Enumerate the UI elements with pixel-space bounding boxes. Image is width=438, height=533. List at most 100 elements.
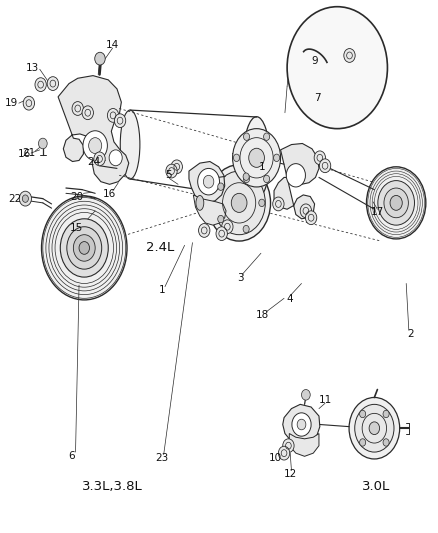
Text: 12: 12 [283, 470, 296, 479]
Circle shape [354, 405, 393, 452]
Circle shape [243, 225, 249, 233]
Text: 20: 20 [70, 191, 83, 201]
Circle shape [383, 188, 407, 217]
Ellipse shape [195, 196, 203, 211]
Polygon shape [193, 195, 226, 225]
Circle shape [263, 133, 269, 140]
Circle shape [114, 114, 125, 127]
Circle shape [248, 148, 264, 167]
Circle shape [233, 154, 239, 161]
Text: 5: 5 [164, 171, 171, 180]
Circle shape [368, 422, 379, 434]
Text: 6: 6 [69, 451, 75, 462]
Circle shape [291, 413, 311, 436]
Circle shape [60, 219, 108, 277]
Circle shape [359, 410, 365, 418]
Polygon shape [273, 143, 318, 219]
Circle shape [94, 152, 105, 166]
Circle shape [278, 446, 289, 460]
Circle shape [382, 439, 388, 446]
Circle shape [377, 181, 413, 225]
Circle shape [82, 106, 93, 119]
Polygon shape [289, 433, 318, 456]
Circle shape [197, 168, 219, 195]
Circle shape [95, 52, 105, 65]
Circle shape [67, 227, 102, 269]
Circle shape [243, 175, 249, 183]
Circle shape [301, 390, 310, 400]
Circle shape [215, 227, 227, 240]
Circle shape [348, 398, 399, 459]
Text: 3: 3 [237, 273, 243, 283]
Text: 2: 2 [406, 329, 413, 340]
Circle shape [366, 167, 425, 239]
Circle shape [282, 439, 293, 453]
Circle shape [314, 151, 325, 165]
Circle shape [171, 160, 182, 174]
Text: 16: 16 [103, 189, 116, 199]
Polygon shape [58, 76, 128, 184]
Text: 22: 22 [9, 193, 22, 204]
Text: 3.0L: 3.0L [362, 480, 390, 493]
Circle shape [198, 223, 209, 237]
Text: 21: 21 [22, 148, 35, 158]
Circle shape [23, 96, 35, 110]
Circle shape [319, 159, 330, 173]
Circle shape [203, 175, 213, 188]
Circle shape [243, 173, 249, 180]
Text: 2.4L: 2.4L [146, 241, 174, 254]
Ellipse shape [243, 117, 269, 199]
Text: 1: 1 [258, 162, 265, 172]
Circle shape [19, 191, 32, 206]
Circle shape [273, 154, 279, 161]
Text: 15: 15 [70, 223, 83, 233]
Circle shape [243, 133, 249, 140]
Text: 13: 13 [26, 63, 39, 72]
Circle shape [297, 419, 305, 430]
Circle shape [39, 138, 47, 149]
Text: 17: 17 [370, 207, 383, 217]
Circle shape [72, 102, 83, 115]
Circle shape [263, 175, 269, 183]
Ellipse shape [120, 110, 140, 179]
Polygon shape [282, 405, 319, 446]
Circle shape [79, 241, 89, 254]
Circle shape [359, 439, 365, 446]
Text: 24: 24 [87, 157, 100, 166]
Circle shape [22, 195, 28, 203]
Text: 16: 16 [18, 149, 31, 159]
Circle shape [272, 197, 283, 211]
Circle shape [221, 220, 233, 233]
Circle shape [73, 235, 95, 261]
Circle shape [300, 204, 311, 217]
Text: 19: 19 [4, 98, 18, 108]
Text: 14: 14 [106, 40, 119, 50]
Polygon shape [188, 161, 224, 203]
Text: 10: 10 [268, 454, 281, 463]
Circle shape [231, 193, 247, 213]
Circle shape [232, 128, 280, 187]
Circle shape [389, 196, 401, 211]
Text: 9: 9 [311, 56, 317, 66]
Circle shape [166, 164, 177, 178]
Circle shape [217, 183, 223, 190]
Circle shape [286, 7, 387, 128]
Text: 4: 4 [286, 294, 293, 304]
Circle shape [305, 211, 316, 224]
Text: 18: 18 [255, 310, 268, 320]
Circle shape [47, 77, 58, 91]
Circle shape [83, 131, 107, 160]
Circle shape [107, 109, 118, 122]
Circle shape [217, 215, 223, 223]
Text: 1: 1 [158, 285, 165, 295]
Circle shape [42, 196, 127, 300]
Circle shape [88, 138, 102, 154]
Text: 23: 23 [155, 454, 168, 463]
Text: 11: 11 [318, 395, 331, 405]
Circle shape [258, 199, 264, 207]
Circle shape [35, 78, 46, 92]
Circle shape [207, 165, 270, 241]
Text: 7: 7 [314, 93, 320, 103]
Circle shape [109, 150, 122, 166]
Circle shape [212, 171, 265, 235]
